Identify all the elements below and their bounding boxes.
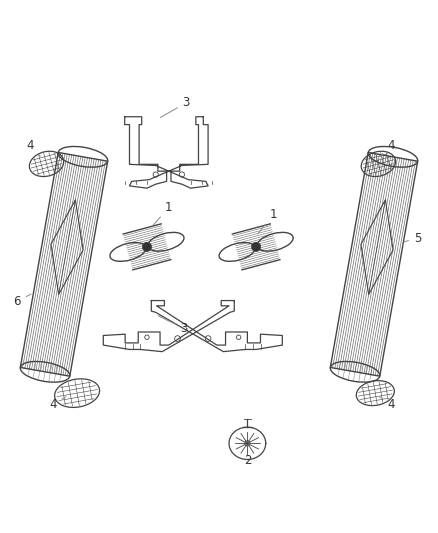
Text: 3: 3 [160,96,190,118]
Ellipse shape [251,243,261,252]
Text: 6: 6 [14,294,31,308]
Text: 2: 2 [244,451,251,467]
Text: 4: 4 [380,139,395,156]
Text: 5: 5 [404,232,421,245]
Text: 1: 1 [258,208,277,234]
Ellipse shape [142,243,152,252]
Text: 4: 4 [49,397,66,410]
Text: 3: 3 [158,316,188,335]
Text: 4: 4 [379,397,395,410]
Text: 1: 1 [153,201,173,225]
Text: 4: 4 [27,139,40,156]
